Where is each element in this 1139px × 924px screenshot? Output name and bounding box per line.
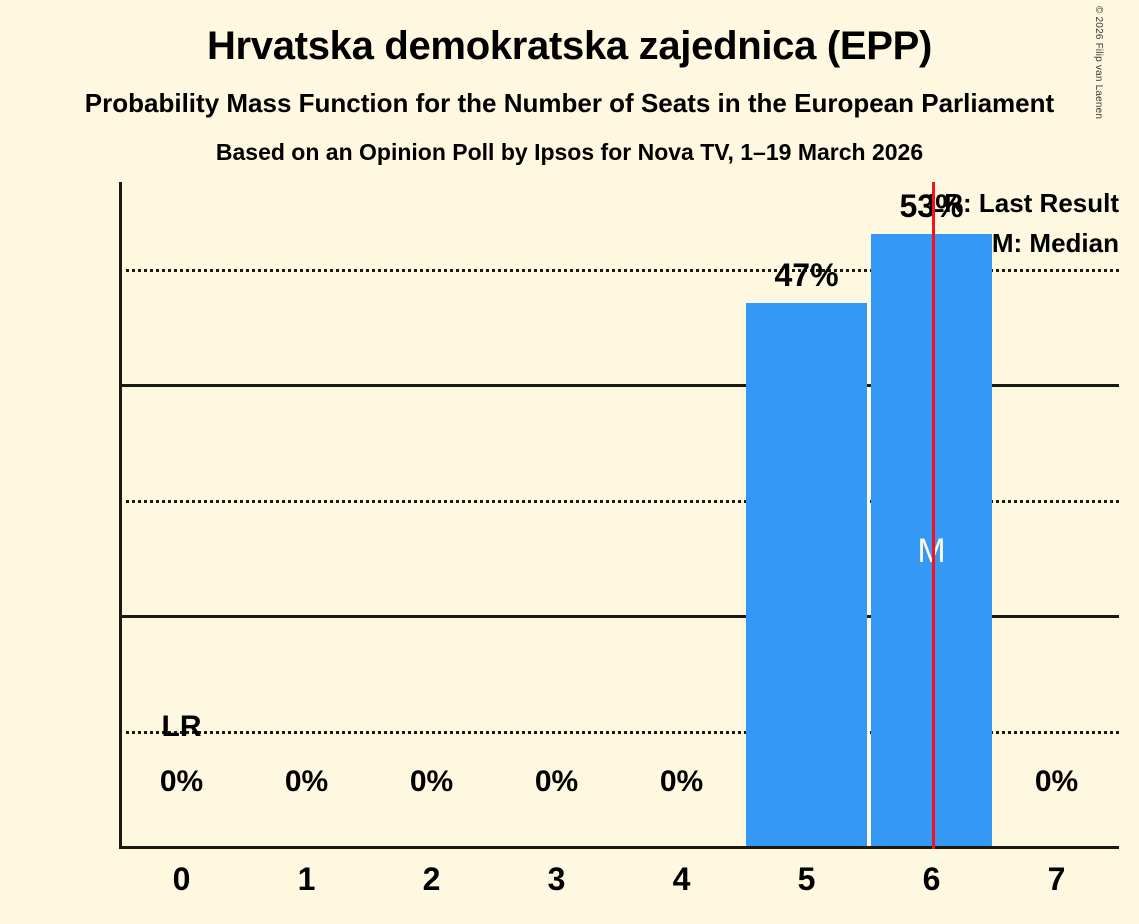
bar-value-label: 0%: [409, 765, 454, 798]
bar-value-label: 47%: [774, 257, 839, 294]
x-axis-tick-label: 0: [172, 861, 191, 897]
x-axis-tick-label: 1: [297, 861, 316, 897]
gridline-dotted: [119, 730, 1119, 734]
chart-legend: LR: Last Result M: Median: [928, 183, 1119, 263]
gridline-solid: [119, 384, 1119, 388]
bar-value-label: 0%: [284, 765, 329, 798]
chart-subtitle: Probability Mass Function for the Number…: [84, 88, 1055, 118]
last-result-label: LR: [161, 710, 202, 743]
page-title: Hrvatska demokratska zajednica (EPP): [206, 24, 933, 68]
last-result-line: [931, 182, 935, 849]
gridline-solid: [119, 615, 1119, 619]
gridline-dotted: [119, 268, 1119, 272]
legend-item-last-result: LR: Last Result: [928, 188, 1119, 218]
x-axis-tick-label: 6: [922, 861, 941, 897]
copyright-notice: © 2026 Filip van Laenen: [1093, 6, 1104, 120]
bar-value-label: 0%: [659, 765, 704, 798]
x-axis-tick-label: 5: [797, 861, 816, 897]
bar-value-label: 0%: [1034, 765, 1079, 798]
x-axis-tick-label: 7: [1047, 861, 1066, 897]
median-marker-label: M: [871, 534, 992, 568]
bar: [746, 303, 867, 846]
legend-item-median: M: Median: [991, 228, 1119, 258]
bar-value-label: 0%: [534, 765, 579, 798]
x-axis-line: [119, 846, 1119, 849]
x-axis-tick-label: 3: [547, 861, 566, 897]
y-axis-line: [119, 182, 122, 849]
bar-value-label: 53%: [869, 188, 994, 224]
bar-value-label: 0%: [159, 765, 204, 798]
chart-source-line: Based on an Opinion Poll by Ipsos for No…: [215, 139, 924, 165]
x-axis-tick-label: 4: [672, 861, 691, 897]
gridline-dotted: [119, 499, 1119, 503]
x-axis-tick-label: 2: [422, 861, 441, 897]
